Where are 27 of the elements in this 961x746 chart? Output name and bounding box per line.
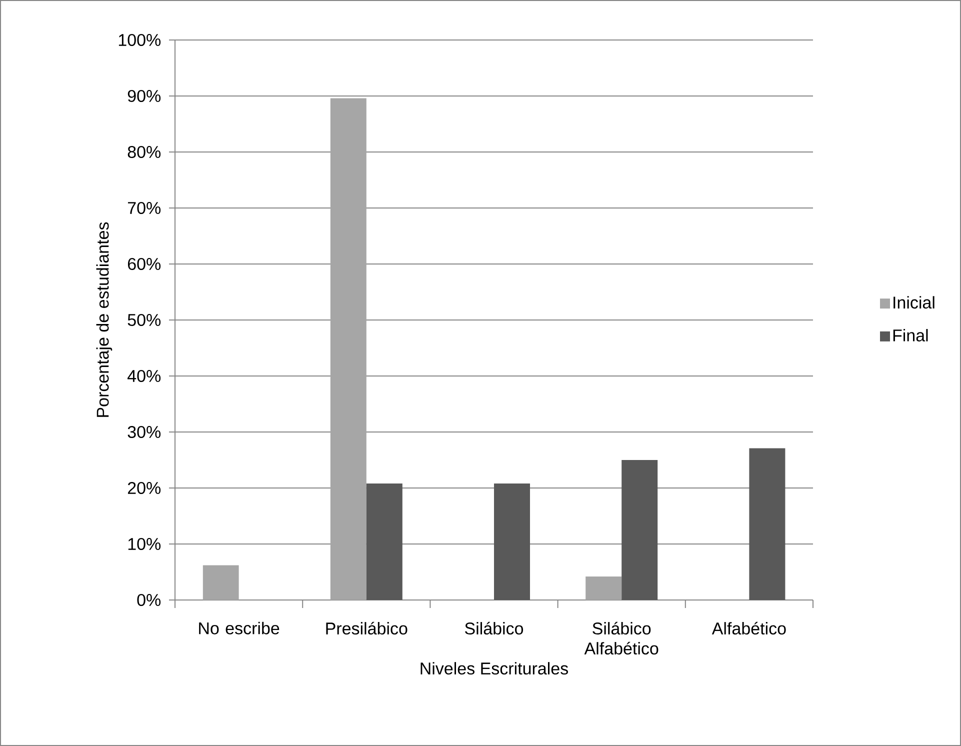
y-tick-label: 80% <box>128 146 161 158</box>
x-tick-label: Alfabético <box>712 622 786 635</box>
y-tick-label: 30% <box>128 426 161 438</box>
legend-label: Inicial <box>894 296 934 309</box>
bar <box>586 576 622 600</box>
bar <box>330 98 366 600</box>
x-tick-label: Silábico Alfabético <box>584 622 658 655</box>
x-tick-label: Presilábico <box>326 622 408 635</box>
y-tick-label: 50% <box>128 314 161 326</box>
legend-label: Final <box>893 328 928 342</box>
y-tick-label: 70% <box>128 202 161 214</box>
y-tick-label: 10% <box>128 538 161 550</box>
bar <box>366 484 402 600</box>
y-tick-label: 40% <box>128 370 161 382</box>
bar <box>749 448 786 600</box>
y-tick-label: 20% <box>128 482 161 494</box>
bar <box>622 460 658 600</box>
x-tick-label: Silábico <box>465 622 524 635</box>
y-tick-label: 100% <box>118 34 161 46</box>
bar <box>202 565 239 600</box>
y-tick-label: 90% <box>128 90 161 102</box>
x-axis-title: Niveles Escriturales <box>420 662 568 675</box>
bar <box>494 484 530 600</box>
y-tick-label: 0% <box>137 594 161 606</box>
x-tick-label: No escribe <box>199 622 280 634</box>
y-tick-label: 60% <box>128 258 161 270</box>
y-axis-title: Porcentaje de estudiantes <box>96 222 112 417</box>
